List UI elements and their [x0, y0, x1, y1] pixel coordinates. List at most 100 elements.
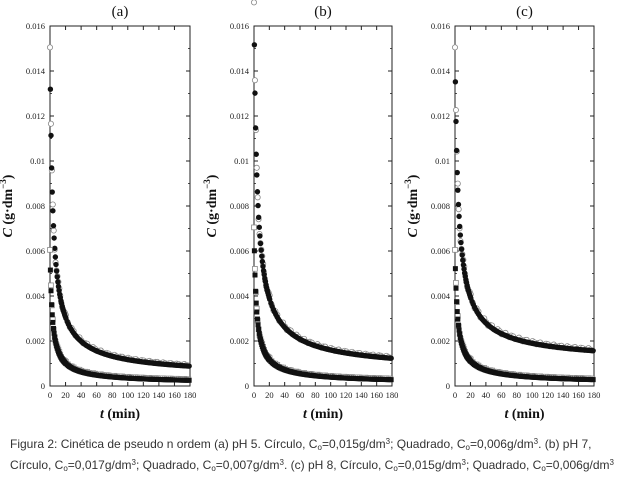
y-tick-label: 0.016 — [230, 21, 249, 31]
y-tick-label: 0 — [41, 381, 45, 391]
data-point-experimental — [252, 266, 258, 272]
y-tick-label: 0.006 — [230, 246, 249, 256]
data-point-model — [49, 312, 55, 318]
caption-text: Figura 2: Cinética de pseudo n ordem (a)… — [10, 437, 318, 451]
y-tick-label: 0.004 — [431, 291, 451, 301]
y-tick-label: 0.014 — [431, 66, 451, 76]
x-tick-label: 100 — [121, 390, 134, 400]
data-point-model — [454, 309, 460, 315]
data-point-model — [454, 169, 460, 176]
data-point-model — [455, 187, 461, 193]
y-tick-label: 0.006 — [26, 246, 45, 256]
y-tick-label: 0.014 — [230, 66, 250, 76]
data-point-model — [258, 247, 264, 253]
x-tick-label: 120 — [137, 390, 150, 400]
y-tick-label: 0.008 — [431, 201, 450, 211]
data-point-experimental — [451, 44, 458, 51]
x-tick-label: 120 — [340, 390, 353, 400]
data-point-model — [455, 201, 462, 208]
data-point-model — [49, 189, 55, 195]
x-tick-label: 60 — [92, 390, 101, 400]
data-point-experimental — [47, 247, 53, 253]
data-point-model — [457, 335, 463, 341]
data-point-experimental — [251, 0, 257, 6]
x-tick-label: 80 — [513, 390, 522, 400]
data-point-experimental — [251, 77, 258, 84]
data-point-model — [186, 363, 192, 369]
series-circle — [451, 44, 596, 354]
x-axis-label: t (min) — [504, 407, 544, 422]
x-tick-label: 80 — [311, 390, 320, 400]
x-tick-label: 60 — [497, 390, 506, 400]
series-circle — [251, 0, 394, 361]
chart-panel-2: (b) 0 0.002 0.004 0.006 0.008 0.01 0.012 0.014 0.… — [202, 0, 398, 422]
chart-panel-3: (c) 0 0.002 0.004 0.006 0.008 0.01 0.012 0.014 0.… — [403, 4, 600, 422]
caption-superscript: 3 — [131, 458, 136, 467]
data-point-model — [50, 223, 57, 229]
x-tick-label: 160 — [572, 390, 585, 400]
plot-frame — [454, 25, 595, 387]
x-tick-label: 40 — [77, 390, 86, 400]
caption-superscript: 3 — [385, 437, 391, 446]
caption-superscript: 3 — [279, 458, 284, 467]
data-point-model — [256, 330, 262, 336]
x-tick-label: 180 — [386, 390, 399, 400]
caption-text: ; Quadrado, C — [135, 458, 212, 472]
data-point-model — [460, 262, 467, 268]
y-tick-label: 0.006 — [431, 246, 450, 256]
y-tick-label: 0 — [446, 381, 450, 391]
data-point-experimental — [50, 227, 57, 234]
data-point-model — [452, 79, 459, 85]
data-point-model — [590, 347, 596, 354]
data-point-model — [388, 377, 394, 383]
x-tick-label: 40 — [482, 390, 491, 400]
data-point-model — [455, 322, 461, 328]
data-point-model — [49, 302, 55, 308]
data-point-model — [54, 274, 60, 280]
data-point-experimental — [47, 120, 54, 127]
data-point-model — [53, 261, 59, 268]
data-point-model — [458, 246, 465, 252]
caption-subscript: o — [317, 443, 322, 452]
caption-text: =0,015g/dm — [397, 458, 462, 472]
caption-text: =0,006g/dm — [545, 458, 610, 472]
caption-text: ; Quadrado, C — [465, 458, 542, 472]
data-point-model — [258, 337, 264, 343]
figure-caption: Figura 2: Cinética de pseudo n ordem (a)… — [10, 434, 636, 476]
y-tick-label: 0.008 — [230, 201, 249, 211]
data-point-model — [255, 214, 262, 220]
x-tick-label: 60 — [296, 390, 305, 400]
data-point-experimental — [452, 247, 458, 253]
x-tick-label: 0 — [48, 390, 52, 400]
caption-superscript: 3 — [461, 458, 466, 467]
x-tick-label: 0 — [252, 390, 256, 400]
y-axis-label: C (g·dm−3) — [0, 174, 16, 237]
x-tick-label: 100 — [526, 390, 539, 400]
data-point-model — [453, 285, 459, 291]
data-point-model — [259, 258, 266, 265]
caption-text: ; Quadrado, C — [390, 437, 466, 451]
x-tick-label: 180 — [184, 390, 197, 400]
x-tick-label: 120 — [541, 390, 554, 400]
data-point-model — [252, 272, 258, 278]
data-point-model — [458, 239, 464, 246]
caption-text: =0,017g/dm — [67, 458, 132, 472]
data-point-model — [453, 118, 459, 125]
caption-text: =0,007g/dm — [215, 458, 280, 472]
caption-text: =0,006g/dm — [469, 437, 534, 451]
x-tick-label: 20 — [466, 390, 475, 400]
y-tick-label: 0.014 — [26, 66, 46, 76]
caption-subscript: o — [541, 464, 546, 473]
data-point-model — [253, 300, 259, 306]
data-point-model — [254, 309, 260, 315]
x-tick-label: 0 — [453, 390, 457, 400]
data-point-model — [590, 377, 596, 383]
data-point-experimental — [251, 224, 257, 231]
caption-subscript: o — [393, 464, 398, 473]
data-point-model — [251, 248, 257, 254]
caption-subscript: o — [465, 443, 470, 452]
x-tick-label: 80 — [108, 390, 117, 400]
data-point-model — [459, 252, 465, 258]
y-tick-label: 0.004 — [230, 291, 250, 301]
x-tick-label: 100 — [324, 390, 337, 400]
